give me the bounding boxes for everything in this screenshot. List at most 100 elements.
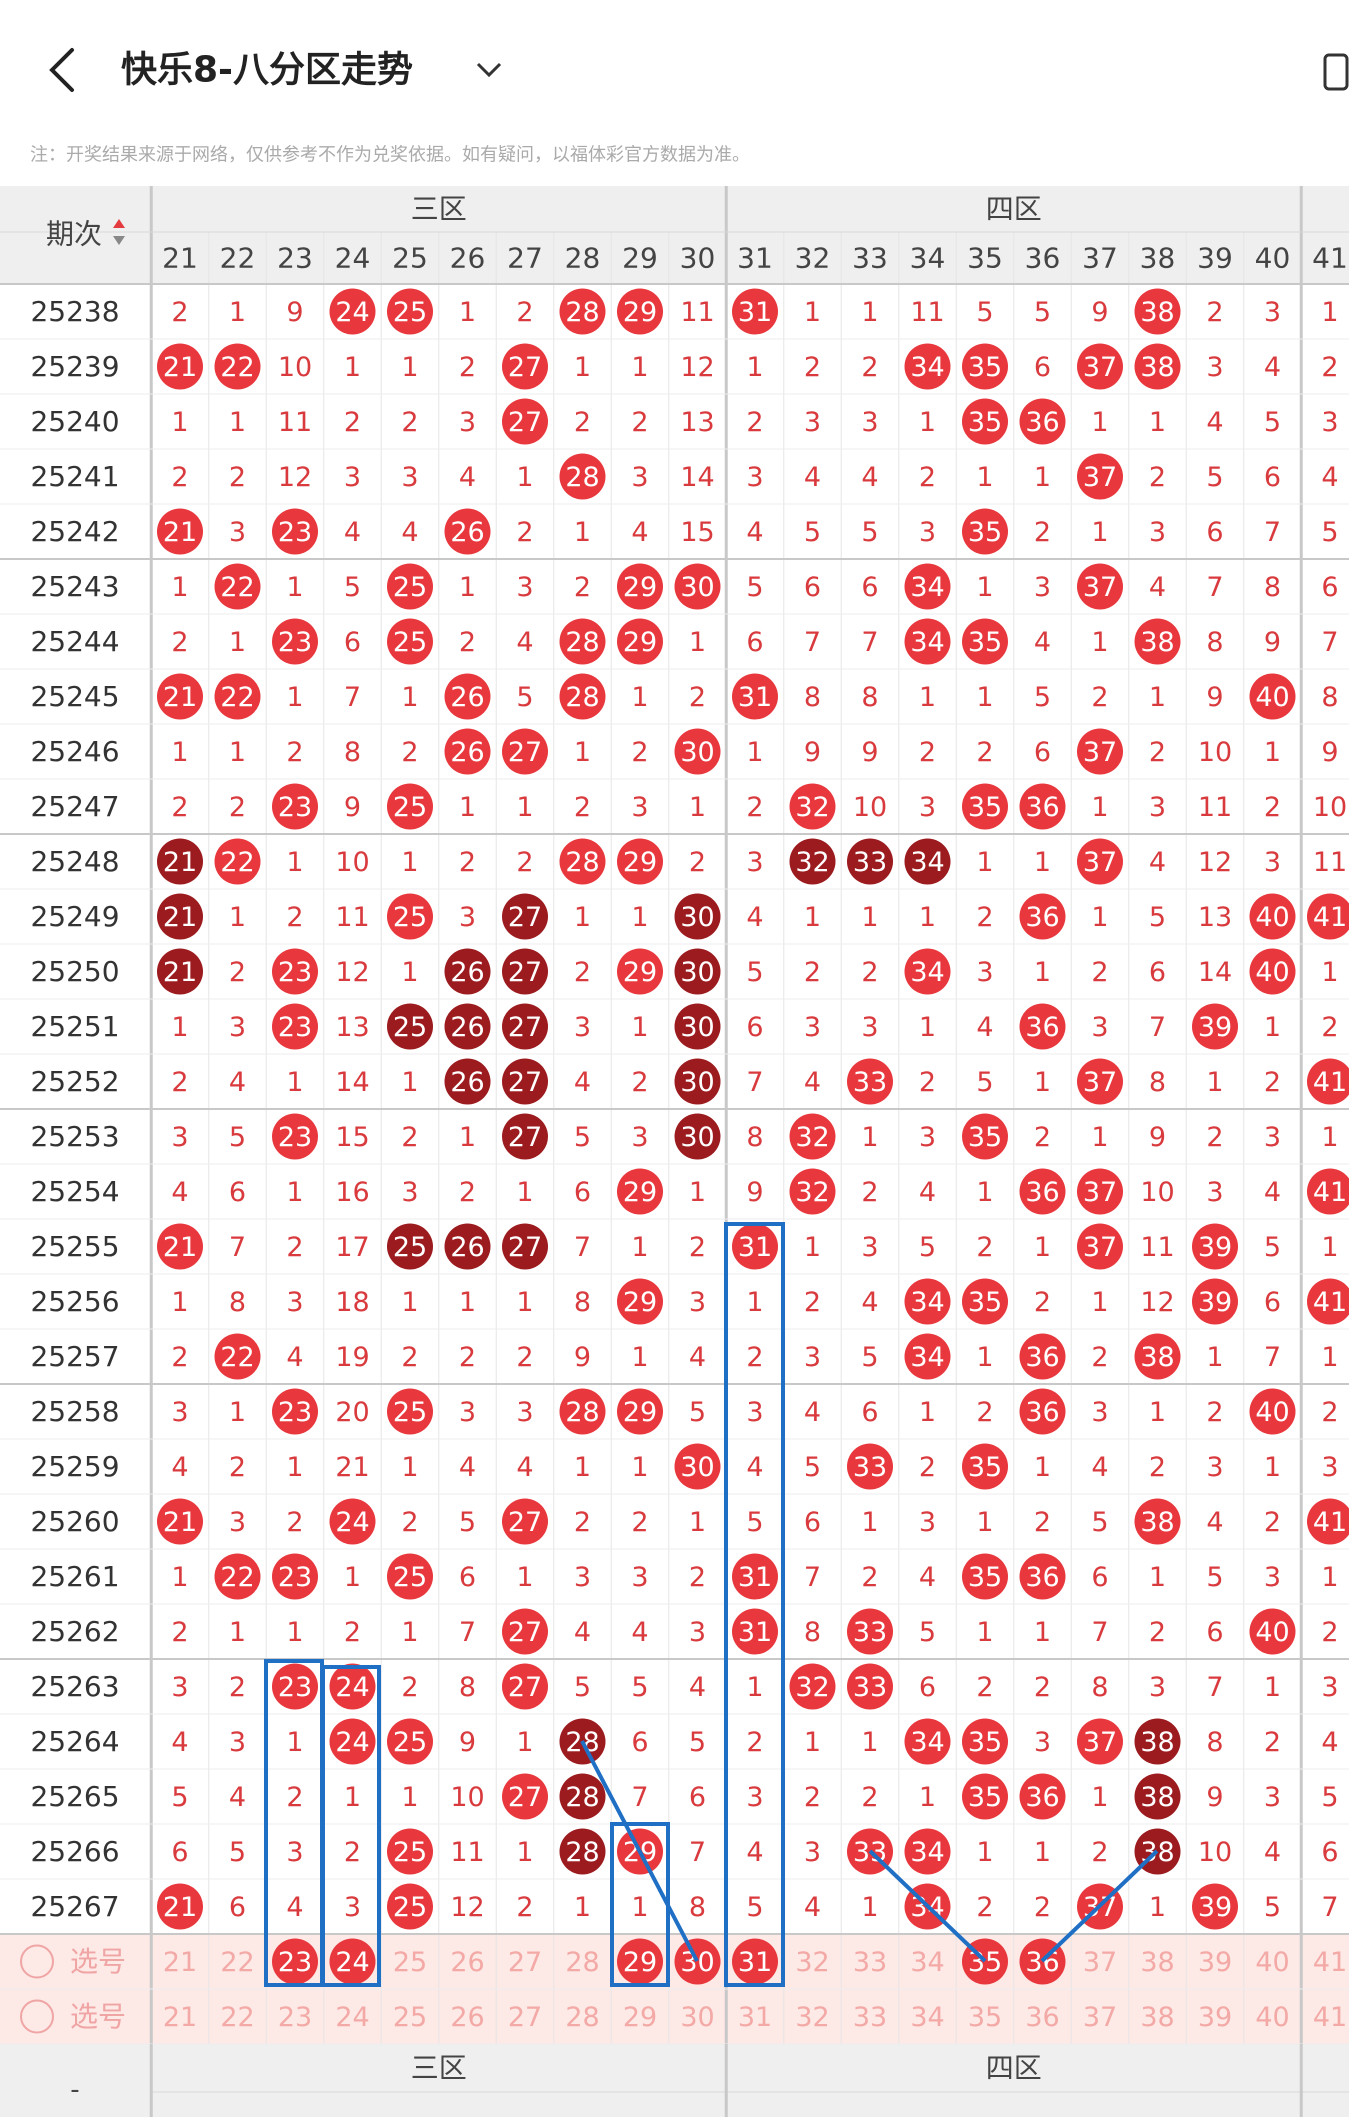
omission-number: 1 xyxy=(1034,957,1051,988)
hit-number: 27 xyxy=(508,1672,542,1703)
column-label: 34 xyxy=(910,242,946,275)
hit-ball xyxy=(559,673,606,720)
hit-number: 25 xyxy=(393,1232,427,1263)
omission-number: 14 xyxy=(1198,957,1232,988)
omission-number: 5 xyxy=(1321,517,1338,548)
omission-number: 23 xyxy=(278,2002,312,2033)
omission-number: 2 xyxy=(861,957,878,988)
hit-ball xyxy=(1077,343,1123,390)
select-label: 选号 xyxy=(70,2000,126,2033)
omission-number: 33 xyxy=(853,2002,887,2033)
omission-number: 4 xyxy=(919,1177,936,1208)
omission-number: 1 xyxy=(286,1617,303,1648)
hit-number: 25 xyxy=(393,1012,427,1043)
omission-number: 1 xyxy=(861,297,878,328)
hit-number: 29 xyxy=(623,297,657,328)
hit-number: 23 xyxy=(278,1947,312,1978)
omission-number: 4 xyxy=(746,517,763,548)
omission-number: 7 xyxy=(1264,517,1281,548)
omission-number: 1 xyxy=(516,1837,533,1868)
hit-ball xyxy=(272,1663,318,1710)
omission-number: 9 xyxy=(1321,737,1338,768)
omission-number: 2 xyxy=(1034,1122,1051,1153)
hit-ball xyxy=(272,508,318,555)
omission-number: 2 xyxy=(229,792,246,823)
omission-number: 1 xyxy=(401,352,418,383)
omission-number: 2 xyxy=(459,1177,476,1208)
hit-number: 37 xyxy=(1083,1177,1117,1208)
omission-number: 2 xyxy=(516,297,533,328)
omission-number: 2 xyxy=(459,1342,476,1373)
omission-number: 4 xyxy=(631,517,648,548)
back-button[interactable] xyxy=(49,48,74,92)
hit-ball xyxy=(1134,1498,1181,1545)
period: 25248 xyxy=(30,845,119,878)
omission-number: 3 xyxy=(861,1232,878,1263)
omission-number: 4 xyxy=(286,1342,303,1373)
hit-ball xyxy=(617,288,663,335)
omission-number: 5 xyxy=(976,1067,993,1098)
hit-ball xyxy=(502,893,548,940)
hit-ball xyxy=(272,1553,318,1600)
hit-ball xyxy=(847,1443,893,1490)
hit-ball xyxy=(1019,1003,1066,1050)
hit-ball xyxy=(559,1828,606,1875)
omission-number: 1 xyxy=(229,1397,246,1428)
omission-number: 7 xyxy=(746,1067,763,1098)
hit-ball xyxy=(732,673,778,720)
omission-number: 2 xyxy=(574,407,591,438)
hit-number: 29 xyxy=(623,1397,657,1428)
omission-number: 2 xyxy=(171,297,188,328)
hit-number: 29 xyxy=(623,627,657,658)
omission-number: 1 xyxy=(574,517,591,548)
omission-number: 2 xyxy=(516,517,533,548)
hit-number: 37 xyxy=(1083,572,1117,603)
omission-number: 2 xyxy=(804,1287,821,1318)
omission-number: 5 xyxy=(459,1507,476,1538)
omission-number: 6 xyxy=(1149,957,1166,988)
omission-number: 1 xyxy=(229,297,246,328)
omission-number: 2 xyxy=(861,1562,878,1593)
device-icon[interactable] xyxy=(1323,53,1349,91)
omission-number: 1 xyxy=(804,297,821,328)
hit-ball xyxy=(1019,783,1066,830)
select-radio[interactable] xyxy=(20,1999,54,2034)
omission-number: 3 xyxy=(1034,572,1051,603)
hit-ball xyxy=(214,343,261,390)
omission-number: 13 xyxy=(335,1012,369,1043)
hit-number: 27 xyxy=(508,957,542,988)
omission-number: 5 xyxy=(1034,297,1051,328)
omission-number: 1 xyxy=(229,627,246,658)
omission-number: 10 xyxy=(1140,1177,1174,1208)
hit-number: 26 xyxy=(450,957,484,988)
omission-number: 10 xyxy=(335,847,369,878)
hit-number: 26 xyxy=(450,1012,484,1043)
hit-ball xyxy=(1249,893,1296,940)
omission-number: 3 xyxy=(976,957,993,988)
hit-ball xyxy=(617,1278,663,1325)
omission-number: 40 xyxy=(1255,2002,1289,2033)
hit-number: 23 xyxy=(278,1012,312,1043)
omission-number: 4 xyxy=(861,1287,878,1318)
omission-number: 1 xyxy=(1034,1452,1051,1483)
period: 25251 xyxy=(30,1010,119,1043)
omission-number: 2 xyxy=(574,1507,591,1538)
hit-number: 23 xyxy=(278,1562,312,1593)
omission-number: 3 xyxy=(919,1122,936,1153)
hit-number: 23 xyxy=(278,517,312,548)
select-radio[interactable] xyxy=(20,1944,54,1979)
hit-ball xyxy=(1134,618,1181,665)
omission-number: 2 xyxy=(171,462,188,493)
hit-number: 32 xyxy=(795,1672,829,1703)
hit-ball xyxy=(502,398,548,445)
omission-number: 1 xyxy=(344,1782,361,1813)
omission-number: 4 xyxy=(631,1617,648,1648)
hit-ball xyxy=(502,1773,548,1820)
hit-number: 33 xyxy=(853,847,887,878)
hit-ball xyxy=(904,618,951,665)
omission-number: 2 xyxy=(804,352,821,383)
omission-number: 31 xyxy=(738,2002,772,2033)
hit-number: 22 xyxy=(220,1562,254,1593)
dropdown-icon[interactable] xyxy=(476,62,502,78)
hit-number: 41 xyxy=(1313,1507,1347,1538)
